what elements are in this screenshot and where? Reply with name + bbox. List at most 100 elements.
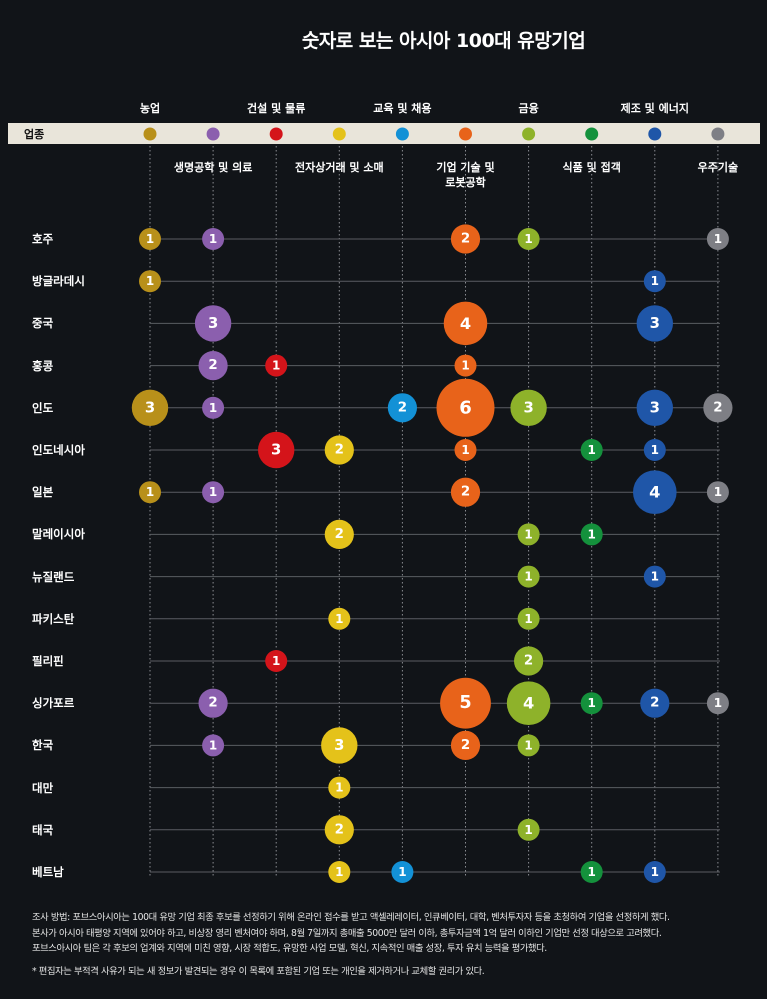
bubble <box>202 396 225 419</box>
bubble <box>139 270 161 293</box>
bubble <box>194 305 232 342</box>
bubble <box>321 727 358 764</box>
bubble <box>706 481 729 504</box>
bubble-value-label: 1 <box>714 485 722 499</box>
bubble-value-label: 1 <box>524 232 532 246</box>
bubble <box>324 519 354 550</box>
footnote-line: 본사가 아시아 태평양 지역에 있어야 하고, 비상장 영리 벤처여야 하며, … <box>32 927 662 939</box>
bubble-value-label: 3 <box>650 315 660 332</box>
legend-dot <box>711 127 725 141</box>
bubble <box>202 228 225 250</box>
bubble-value-label: 3 <box>145 399 155 416</box>
bubble <box>517 607 540 630</box>
bubble-value-label: 1 <box>588 527 596 541</box>
industry-legend-band <box>8 123 760 144</box>
bubble-value-label: 1 <box>524 612 532 626</box>
bubble <box>580 861 603 883</box>
bubble-value-label: 1 <box>588 865 596 879</box>
bubble-value-label: 3 <box>334 737 344 754</box>
bubble-value-label: 1 <box>651 865 659 879</box>
bubble-value-label: 2 <box>713 400 722 415</box>
bubble-value-label: 1 <box>335 612 343 626</box>
bubble <box>640 688 670 718</box>
bubble <box>643 439 666 461</box>
industry-header-label: 업종 <box>24 128 45 141</box>
bubble-value-label: 2 <box>650 696 659 711</box>
bubble-value-label: 2 <box>335 443 344 458</box>
legend-dot <box>143 127 157 141</box>
industry-label: 생명공학 및 의료 <box>173 161 253 174</box>
bubble <box>517 228 540 250</box>
country-label: 호주 <box>32 232 54 246</box>
bubble-value-label: 1 <box>146 485 154 499</box>
bubble-value-label: 2 <box>208 696 217 711</box>
bubble-value-label: 1 <box>524 527 532 541</box>
bubble-value-label: 1 <box>588 443 596 457</box>
bubble-value-label: 1 <box>461 359 469 373</box>
bubble-value-label: 2 <box>461 485 470 500</box>
bubble <box>517 565 540 588</box>
bubble <box>139 481 161 504</box>
bubble-value-label: 3 <box>271 442 281 459</box>
bubble <box>643 565 666 588</box>
country-label: 일본 <box>32 485 54 500</box>
legend-dot <box>206 127 220 141</box>
country-label: 대만 <box>32 780 54 795</box>
country-label: 홍콩 <box>32 358 54 373</box>
bubble-value-label: 5 <box>459 693 471 713</box>
bubble <box>450 730 481 761</box>
country-label: 파키스탄 <box>32 611 75 626</box>
industry-label: 금융 <box>518 102 539 115</box>
bubble-value-label: 1 <box>335 865 343 879</box>
bubble-value-label: 1 <box>146 274 154 288</box>
bubble-value-label: 3 <box>650 399 660 416</box>
legend-dot <box>522 127 536 141</box>
bubble-value-label: 2 <box>335 527 344 542</box>
bubble <box>324 435 354 465</box>
bubble-value-label: 1 <box>335 781 343 795</box>
bubble-value-label: 1 <box>524 823 532 837</box>
bubble <box>517 818 540 841</box>
bubble-value-label: 4 <box>649 483 660 502</box>
bubble-value-label: 6 <box>459 397 472 418</box>
industry-label: 교육 및 채용 <box>373 102 432 115</box>
bubble-value-label: 1 <box>524 570 532 584</box>
industry-label: 건설 및 물류 <box>247 102 306 115</box>
bubble <box>391 861 414 883</box>
bubble <box>517 734 540 757</box>
bubble <box>324 815 354 845</box>
bubble <box>706 228 729 250</box>
bubble-value-label: 1 <box>209 738 217 752</box>
bubble <box>265 354 288 377</box>
legend-dot <box>648 127 662 141</box>
country-label: 베트남 <box>32 865 64 879</box>
bubble-value-label: 3 <box>523 399 533 416</box>
legend-dot <box>395 127 409 141</box>
bubble <box>387 393 417 423</box>
bubble <box>265 650 288 672</box>
bubble-value-label: 1 <box>209 232 217 246</box>
bubble <box>506 681 551 725</box>
bubble-value-label: 1 <box>209 485 217 499</box>
bubble-value-label: 1 <box>272 359 280 373</box>
bubble <box>450 477 481 507</box>
bubble <box>198 351 228 381</box>
bubble <box>139 228 161 250</box>
bubble <box>580 439 603 461</box>
bubble <box>198 688 228 718</box>
bubble <box>514 646 544 676</box>
bubble-value-label: 4 <box>460 314 471 333</box>
bubble-value-label: 2 <box>461 232 470 247</box>
bubble <box>328 861 351 883</box>
industry-label: 제조 및 에너지 <box>620 102 689 115</box>
bubble <box>328 776 351 799</box>
bubble-value-label: 1 <box>398 865 406 879</box>
bubble <box>202 481 225 504</box>
footnote-line: 포브스아시아 팀은 각 후보의 업계와 지역에 미친 영향, 시장 적합도, 유… <box>32 943 547 954</box>
bubble <box>436 378 495 437</box>
bubble-value-label: 2 <box>208 358 217 373</box>
bubble-value-label: 2 <box>335 822 344 837</box>
bubble-value-label: 1 <box>714 696 722 710</box>
bubble-value-label: 1 <box>651 274 659 288</box>
bubble <box>643 861 666 883</box>
